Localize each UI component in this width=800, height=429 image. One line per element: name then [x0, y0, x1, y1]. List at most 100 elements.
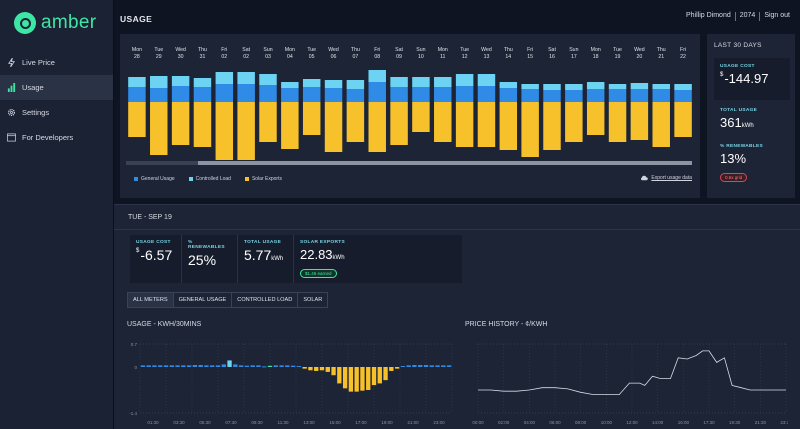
bar-controlled-load[interactable] — [412, 77, 430, 87]
usage-bar[interactable] — [163, 365, 169, 367]
bar-controlled-load[interactable] — [346, 80, 365, 89]
bar-controlled-load[interactable] — [586, 82, 605, 89]
usage-bar[interactable] — [348, 367, 354, 392]
bar-general-usage[interactable] — [215, 84, 234, 102]
bar-controlled-load[interactable] — [499, 82, 518, 88]
bar-controlled-load[interactable] — [630, 83, 649, 89]
bar-solar-exports[interactable] — [477, 102, 496, 147]
usage-bar[interactable] — [406, 365, 411, 367]
chart-scrollbar-thumb[interactable] — [126, 161, 198, 165]
usage-bar[interactable] — [152, 365, 157, 367]
usage-bar[interactable] — [325, 367, 330, 372]
usage-bar[interactable] — [412, 365, 417, 367]
usage-bar[interactable] — [389, 367, 394, 371]
bar-general-usage[interactable] — [412, 87, 430, 102]
usage-bar[interactable] — [366, 367, 371, 390]
usage-bar[interactable] — [244, 365, 250, 367]
bar-controlled-load[interactable] — [128, 77, 146, 87]
bar-solar-exports[interactable] — [128, 102, 146, 137]
usage-bar[interactable] — [285, 365, 290, 367]
bar-controlled-load[interactable] — [237, 72, 255, 84]
bar-solar-exports[interactable] — [630, 102, 649, 140]
usage-bar[interactable] — [221, 364, 226, 367]
usage-bar[interactable] — [215, 365, 221, 367]
bar-general-usage[interactable] — [565, 90, 583, 102]
bar-controlled-load[interactable] — [565, 84, 583, 90]
bar-solar-exports[interactable] — [455, 102, 474, 147]
bar-controlled-load[interactable] — [171, 76, 190, 86]
bar-solar-exports[interactable] — [259, 102, 277, 142]
bar-controlled-load[interactable] — [434, 77, 452, 87]
usage-bar[interactable] — [250, 365, 255, 367]
bar-general-usage[interactable] — [302, 87, 321, 102]
bar-solar-exports[interactable] — [586, 102, 605, 135]
sidebar-item-live-price[interactable]: Live Price — [0, 50, 113, 75]
usage-bar[interactable] — [273, 365, 278, 367]
bar-controlled-load[interactable] — [259, 74, 277, 85]
sign-out-link[interactable]: Sign out — [764, 12, 790, 19]
bar-general-usage[interactable] — [128, 87, 146, 102]
tab-general-usage[interactable]: GENERAL USAGE — [172, 292, 233, 308]
usage-bar[interactable] — [400, 366, 406, 368]
usage-bar[interactable] — [314, 367, 319, 371]
usage-bar[interactable] — [146, 365, 151, 367]
tab-controlled-load[interactable]: CONTROLLED LOAD — [231, 292, 299, 308]
bar-solar-exports[interactable] — [608, 102, 627, 142]
chart-scrollbar-track[interactable] — [126, 161, 692, 165]
usage-bar[interactable] — [441, 365, 446, 367]
bar-controlled-load[interactable] — [193, 78, 212, 87]
usage-bar[interactable] — [198, 365, 203, 367]
bar-general-usage[interactable] — [477, 86, 496, 102]
bar-general-usage[interactable] — [193, 87, 212, 102]
usage-bar[interactable] — [256, 365, 261, 367]
usage-bar[interactable] — [337, 367, 342, 384]
bar-solar-exports[interactable] — [674, 102, 692, 137]
bar-controlled-load[interactable] — [521, 84, 539, 89]
bar-general-usage[interactable] — [499, 88, 518, 102]
usage-bar[interactable] — [435, 365, 440, 367]
usage-bar[interactable] — [394, 367, 400, 369]
bar-controlled-load[interactable] — [390, 77, 408, 87]
usage-bar[interactable] — [140, 365, 146, 367]
bar-solar-exports[interactable] — [412, 102, 430, 132]
bar-solar-exports[interactable] — [193, 102, 212, 147]
bar-general-usage[interactable] — [652, 89, 670, 102]
bar-controlled-load[interactable] — [652, 84, 670, 89]
usage-bar[interactable] — [181, 365, 186, 367]
usage-bar[interactable] — [308, 367, 313, 371]
bar-solar-exports[interactable] — [346, 102, 365, 142]
bar-controlled-load[interactable] — [215, 72, 234, 84]
usage-bar[interactable] — [227, 360, 232, 367]
daily-usage-chart[interactable]: Mon28Tue29Wed30Thu31Fri02Sat02Sun03Mon04… — [120, 34, 700, 174]
bar-solar-exports[interactable] — [390, 102, 408, 145]
bar-solar-exports[interactable] — [281, 102, 299, 149]
export-usage-link[interactable]: Export usage data — [640, 175, 692, 181]
usage-bar[interactable] — [331, 367, 336, 376]
bar-controlled-load[interactable] — [477, 74, 496, 86]
usage-bar[interactable] — [192, 365, 198, 367]
usage-bar[interactable] — [262, 366, 267, 368]
bar-general-usage[interactable] — [171, 86, 190, 102]
bar-solar-exports[interactable] — [324, 102, 343, 152]
bar-controlled-load[interactable] — [608, 84, 627, 89]
usage-bar[interactable] — [290, 365, 296, 367]
usage-bar[interactable] — [210, 365, 215, 367]
bar-controlled-load[interactable] — [455, 74, 474, 86]
price-line[interactable] — [478, 350, 786, 395]
bar-general-usage[interactable] — [368, 82, 386, 102]
usage-bar[interactable] — [204, 365, 209, 367]
bar-controlled-load[interactable] — [543, 84, 561, 90]
bar-controlled-load[interactable] — [674, 84, 692, 90]
bar-solar-exports[interactable] — [521, 102, 539, 157]
bar-solar-exports[interactable] — [368, 102, 386, 152]
usage-bar[interactable] — [354, 367, 359, 392]
usage-bar[interactable] — [296, 366, 302, 368]
usage-bar[interactable] — [238, 365, 244, 367]
bar-solar-exports[interactable] — [499, 102, 518, 150]
tab-all-meters[interactable]: ALL METERS — [127, 292, 174, 308]
usage-bar[interactable] — [429, 365, 434, 367]
usage-bar[interactable] — [175, 365, 180, 367]
bar-general-usage[interactable] — [324, 88, 343, 102]
bar-solar-exports[interactable] — [543, 102, 561, 150]
bar-controlled-load[interactable] — [281, 82, 299, 88]
